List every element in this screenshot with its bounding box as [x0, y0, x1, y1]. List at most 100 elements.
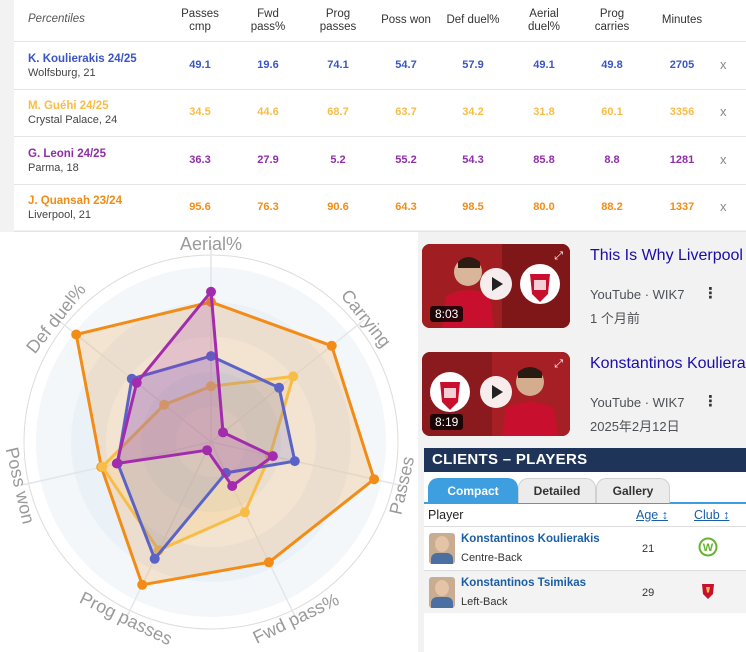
stat-value: 64.3: [395, 201, 417, 213]
stat-value: 88.2: [601, 201, 623, 213]
radar-point: [71, 329, 82, 340]
avatar: [429, 577, 455, 608]
column-header: Minutes: [650, 14, 714, 27]
column-header-line: Prog: [599, 8, 625, 20]
video-thumbnail-2[interactable]: 8:19 ⤢: [422, 352, 570, 436]
radar-point: [326, 340, 337, 351]
stat-value: 34.5: [189, 106, 211, 118]
radar-point: [206, 351, 216, 362]
radar-series-polygon: [115, 290, 275, 488]
column-header-line: pass%: [250, 21, 286, 33]
radar-point: [149, 553, 160, 564]
radar-chart: Aerial% Carrying Passes Fwd pass% Prog passe…: [0, 232, 418, 652]
radar-point: [111, 458, 122, 469]
stat-value: 63.7: [395, 106, 417, 118]
video-source: YouTube · WIK7: [590, 395, 685, 410]
stat-value: 19.6: [257, 59, 279, 71]
player-name[interactable]: J. Quansah 23/24: [28, 195, 122, 207]
table-row: M. Guéhi 24/25 Crystal Palace, 24 34.5 44.6…: [14, 89, 746, 137]
tab-detailed[interactable]: Detailed: [518, 478, 596, 503]
radar-point: [137, 579, 148, 590]
remove-player-button[interactable]: x: [720, 152, 727, 167]
radar-point: [159, 399, 170, 410]
radar-point: [274, 382, 285, 393]
video-title[interactable]: Konstantinos Kouliera: [590, 355, 746, 372]
radar-axis-line: [210, 319, 365, 443]
column-header: Passes cmp: [168, 8, 232, 34]
tab-gallery[interactable]: Gallery: [596, 478, 670, 503]
play-icon[interactable]: [480, 376, 512, 408]
radar-point: [227, 481, 238, 491]
stat-value: 60.1: [601, 106, 623, 118]
stat-value: 27.9: [257, 154, 279, 166]
stat-value: 85.8: [533, 154, 555, 166]
table-header: Percentiles Passes cmp Fwd pass% Prog passes P…: [14, 0, 746, 42]
stat-value: 44.6: [257, 106, 279, 118]
stat-value: 49.1: [533, 59, 555, 71]
video-card-2[interactable]: 8:19 ⤢ Konstantinos Kouliera YouTube · W…: [421, 352, 746, 448]
clients-title: CLIENTS – PLAYERS: [432, 451, 588, 468]
table-row: J. Quansah 23/24 Liverpool, 21 95.6 76.3 90.…: [14, 184, 746, 232]
player-age: 21: [642, 543, 655, 555]
radar-point: [289, 456, 300, 467]
stat-value: 90.6: [327, 201, 349, 213]
stat-value: 8.8: [604, 154, 620, 166]
stat-value: 49.8: [601, 59, 623, 71]
radar-point: [267, 451, 278, 462]
column-header-line: Passes: [181, 8, 219, 20]
radar-axis-label: Aerial%: [180, 234, 242, 254]
stat-value: 95.6: [189, 201, 211, 213]
liverpool-logo-icon[interactable]: [698, 581, 718, 601]
table-row: Konstantinos Koulierakis Centre-Back 21 …: [424, 526, 746, 569]
remove-player-button[interactable]: x: [720, 57, 727, 72]
stat-value: 3356: [669, 106, 695, 118]
video-duration: 8:19: [430, 414, 464, 430]
clients-header: CLIENTS – PLAYERS: [424, 448, 746, 472]
stat-value: 57.9: [462, 59, 484, 71]
player-name[interactable]: M. Guéhi 24/25: [28, 100, 109, 112]
radar-point: [288, 371, 299, 382]
stat-value: 49.1: [189, 59, 211, 71]
video-title[interactable]: This Is Why Liverpool: [590, 247, 743, 264]
remove-player-button[interactable]: x: [720, 104, 727, 119]
stat-value: 1281: [669, 154, 695, 166]
video-card-1[interactable]: 8:03 ⤢ This Is Why Liverpool YouTube · W…: [421, 244, 746, 340]
table-row: Konstantinos Tsimikas Left-Back 29: [424, 570, 746, 613]
column-age-sort[interactable]: Age ↕: [636, 508, 668, 522]
player-team: Wolfsburg, 21: [28, 67, 96, 79]
play-icon[interactable]: [480, 268, 512, 300]
expand-icon[interactable]: ⤢: [554, 250, 563, 262]
player-name-link[interactable]: Konstantinos Tsimikas: [461, 577, 587, 589]
column-header-line: passes: [319, 21, 357, 33]
video-source: YouTube · WIK7: [590, 287, 685, 302]
column-header-line: Aerial: [529, 8, 559, 20]
expand-icon[interactable]: ⤢: [554, 358, 563, 370]
column-header-line: Prog: [325, 8, 351, 20]
column-header: Fwd pass%: [236, 8, 300, 34]
radar-point: [218, 427, 228, 438]
radar-point: [206, 381, 216, 392]
column-header: Prog passes: [306, 8, 370, 34]
player-name[interactable]: G. Leoni 24/25: [28, 148, 106, 160]
view-tabs: Compact Detailed Gallery: [424, 476, 746, 504]
column-club-sort[interactable]: Club ↕: [694, 508, 730, 522]
player-name-link[interactable]: Konstantinos Koulierakis: [461, 533, 600, 545]
percentile-table: Percentiles Passes cmp Fwd pass% Prog passes P…: [14, 0, 746, 232]
stat-value: 36.3: [189, 154, 211, 166]
radar-series-polygon: [116, 354, 297, 561]
column-header-line: carries: [594, 21, 630, 33]
tab-compact[interactable]: Compact: [428, 478, 518, 503]
stat-value: 31.8: [533, 106, 555, 118]
radar-series-polygon: [100, 374, 295, 552]
wolfsburg-logo-icon[interactable]: W: [698, 537, 718, 557]
stat-value: 98.5: [462, 201, 484, 213]
video-thumbnail-1[interactable]: 8:03 ⤢: [422, 244, 570, 328]
column-header-line: Poss won: [381, 14, 431, 26]
stat-value: 1337: [669, 201, 695, 213]
more-options-icon[interactable]: ⋮: [703, 393, 718, 410]
remove-player-button[interactable]: x: [720, 199, 727, 214]
player-name[interactable]: K. Koulierakis 24/25: [28, 53, 137, 65]
column-header-line: Minutes: [661, 14, 703, 26]
more-options-icon[interactable]: ⋮: [703, 285, 718, 302]
